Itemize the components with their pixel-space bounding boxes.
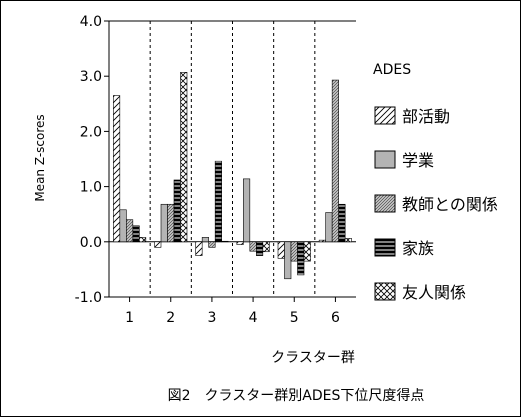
bar [113, 95, 121, 243]
bar [284, 241, 292, 280]
bar [297, 241, 305, 276]
x-tick-label: 4 [249, 310, 258, 326]
bar [126, 219, 134, 243]
legend-label: 家族 [402, 239, 434, 258]
y-tick-label: 2.0 [80, 124, 102, 140]
x-tick-label: 1 [125, 310, 134, 326]
legend-label: 友人関係 [402, 283, 466, 302]
bar [119, 209, 127, 243]
bar [290, 241, 298, 262]
figure-caption: 図2 クラスター群別ADES下位尺度得点 [168, 387, 425, 404]
bar [160, 203, 168, 243]
legend-swatch [374, 194, 396, 213]
y-tick-label: 4.0 [80, 14, 102, 30]
bar [154, 241, 162, 248]
y-axis-label: Mean Z-scores [33, 114, 47, 201]
y-tick-label: 3.0 [80, 69, 102, 85]
x-tick-label: 3 [207, 310, 216, 326]
bar [180, 72, 188, 243]
bar [221, 240, 229, 243]
x-axis-label: クラスター群 [271, 350, 355, 366]
bar [236, 241, 244, 245]
bar [208, 241, 216, 248]
bar [249, 241, 257, 252]
bar [195, 241, 203, 256]
bars [113, 72, 352, 280]
bar [325, 212, 333, 243]
bar [256, 241, 264, 256]
legend-label: 部活動 [402, 107, 450, 126]
bar [277, 241, 285, 259]
bar [262, 241, 270, 253]
bar [201, 237, 209, 243]
plot-area [108, 20, 356, 298]
y-tick-label: 0.0 [80, 235, 102, 251]
x-tick-label: 5 [290, 310, 299, 326]
legend-swatch [374, 238, 396, 257]
bar [173, 179, 181, 243]
bar [167, 203, 175, 243]
x-tick-label: 6 [331, 310, 340, 326]
legend-label: 教師との関係 [402, 195, 498, 214]
y-tick-label: -1.0 [75, 290, 102, 306]
x-tick-label: 2 [166, 310, 175, 326]
bar [303, 241, 311, 262]
bar [318, 239, 326, 243]
bar [344, 238, 352, 243]
bar [338, 203, 346, 243]
legend-title: ADES [373, 62, 411, 78]
legend-label: 学業 [402, 151, 434, 170]
legend-swatch [374, 282, 396, 301]
bar [243, 178, 251, 243]
bar [214, 160, 222, 243]
legend-swatch [374, 150, 396, 169]
legend-swatch [374, 106, 396, 125]
y-tick-label: 1.0 [80, 180, 102, 196]
bar [132, 225, 140, 243]
axes: 4.0 3.0 2.0 1.0 0.0 -1.0 1 2 3 4 5 6 [75, 14, 340, 326]
bar [331, 79, 339, 243]
bar [139, 237, 147, 243]
